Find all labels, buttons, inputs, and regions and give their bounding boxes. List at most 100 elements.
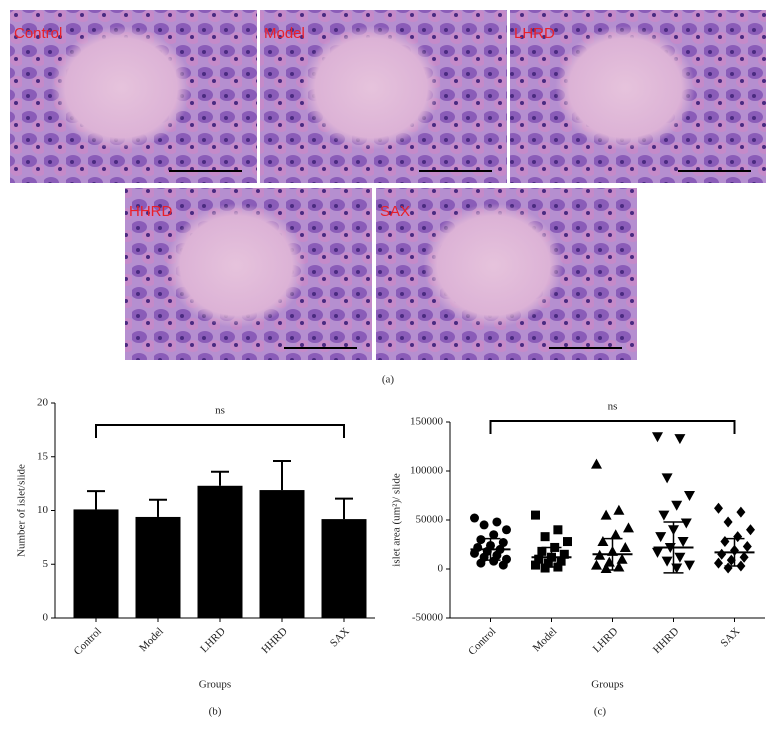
point	[479, 520, 489, 530]
point	[739, 551, 749, 563]
x-tick-label: LHRD	[591, 625, 621, 655]
micrograph-label: Control	[14, 25, 62, 42]
point	[563, 537, 572, 547]
annotation: ns	[608, 401, 618, 413]
point	[597, 536, 609, 547]
y-tick-label: 100000	[410, 465, 444, 477]
y-tick-label: 10	[37, 504, 49, 516]
islet	[301, 25, 442, 150]
point	[556, 556, 566, 566]
y-tick-label: 15	[37, 450, 49, 462]
point	[714, 557, 723, 569]
point	[476, 535, 486, 545]
point	[553, 525, 563, 535]
point	[684, 560, 695, 571]
point	[619, 541, 631, 552]
point	[720, 536, 730, 548]
x-tick-label: SAX	[718, 625, 742, 649]
point	[540, 532, 550, 542]
bar	[197, 485, 243, 618]
point	[470, 548, 479, 558]
y-tick-label: 20	[37, 397, 49, 409]
point	[723, 516, 733, 528]
point	[671, 500, 683, 511]
micrograph-label: HHRD	[129, 203, 172, 220]
islet	[51, 25, 192, 150]
micrograph-label: LHRD	[514, 25, 555, 42]
islet	[166, 203, 307, 328]
point	[680, 518, 692, 529]
x-tick-label: Model	[137, 625, 166, 654]
bar	[321, 519, 367, 618]
caption: (b)	[209, 706, 222, 718]
point	[610, 529, 622, 540]
point	[559, 549, 569, 559]
y-tick-label: 0	[43, 612, 49, 624]
x-tick-label: Control	[466, 625, 498, 657]
point	[661, 473, 673, 484]
point	[534, 554, 544, 564]
y-tick-label: 5	[43, 558, 49, 570]
y-axis-label: Number of islet/slide	[16, 464, 28, 557]
islet	[555, 25, 696, 150]
point	[613, 561, 625, 572]
point	[531, 560, 540, 570]
y-tick-label: -50000	[412, 612, 444, 624]
y-tick-label: 50000	[416, 514, 444, 526]
x-tick-label: LHRD	[198, 625, 228, 655]
point	[591, 458, 602, 469]
point	[733, 531, 743, 543]
point	[684, 491, 695, 501]
point	[591, 559, 602, 570]
micrograph-label: SAX	[380, 203, 410, 220]
point	[498, 538, 508, 548]
x-axis-label: Groups	[199, 679, 231, 691]
point	[540, 563, 550, 573]
micrographs: Control Model LHRD HHRD SAX (a) (b) (c)	[10, 10, 766, 718]
point	[674, 434, 686, 445]
point	[677, 537, 689, 548]
point	[746, 524, 755, 536]
point	[470, 513, 479, 523]
point	[736, 506, 746, 518]
bracket	[95, 424, 345, 438]
caption: (a)	[382, 374, 395, 386]
micrograph-label: Model	[264, 25, 305, 42]
y-tick-label: 150000	[410, 416, 444, 428]
point	[600, 509, 612, 520]
point	[616, 553, 628, 564]
bar	[73, 509, 119, 618]
point	[726, 554, 736, 566]
islet	[423, 203, 564, 328]
y-tick-label: 0	[438, 563, 444, 575]
point	[613, 504, 625, 515]
x-axis-label: Groups	[591, 679, 623, 691]
point	[652, 432, 663, 443]
x-tick-label: HHRD	[651, 625, 682, 656]
point	[658, 510, 670, 521]
point	[489, 530, 499, 540]
x-tick-label: HHRD	[259, 625, 290, 656]
point	[742, 540, 752, 552]
x-tick-label: Control	[72, 625, 104, 657]
point	[723, 562, 733, 574]
point	[502, 525, 511, 535]
point	[498, 560, 508, 570]
bar	[135, 516, 181, 618]
point	[714, 502, 723, 514]
y-axis-label: islet area (um²)/ slide	[391, 473, 403, 567]
bar	[259, 490, 305, 618]
point	[489, 556, 499, 566]
bracket	[489, 420, 736, 434]
x-tick-label: SAX	[328, 625, 352, 649]
point	[623, 522, 634, 533]
charts: 0 5 10 15 20 Control Model LHRD HHRD SAX Groups Num…	[16, 397, 765, 691]
point	[537, 546, 547, 556]
point	[674, 552, 686, 563]
caption: (c)	[594, 706, 607, 718]
annotation: ns	[215, 405, 225, 417]
point	[543, 558, 553, 568]
x-tick-label: Model	[531, 625, 560, 654]
point	[531, 510, 540, 520]
